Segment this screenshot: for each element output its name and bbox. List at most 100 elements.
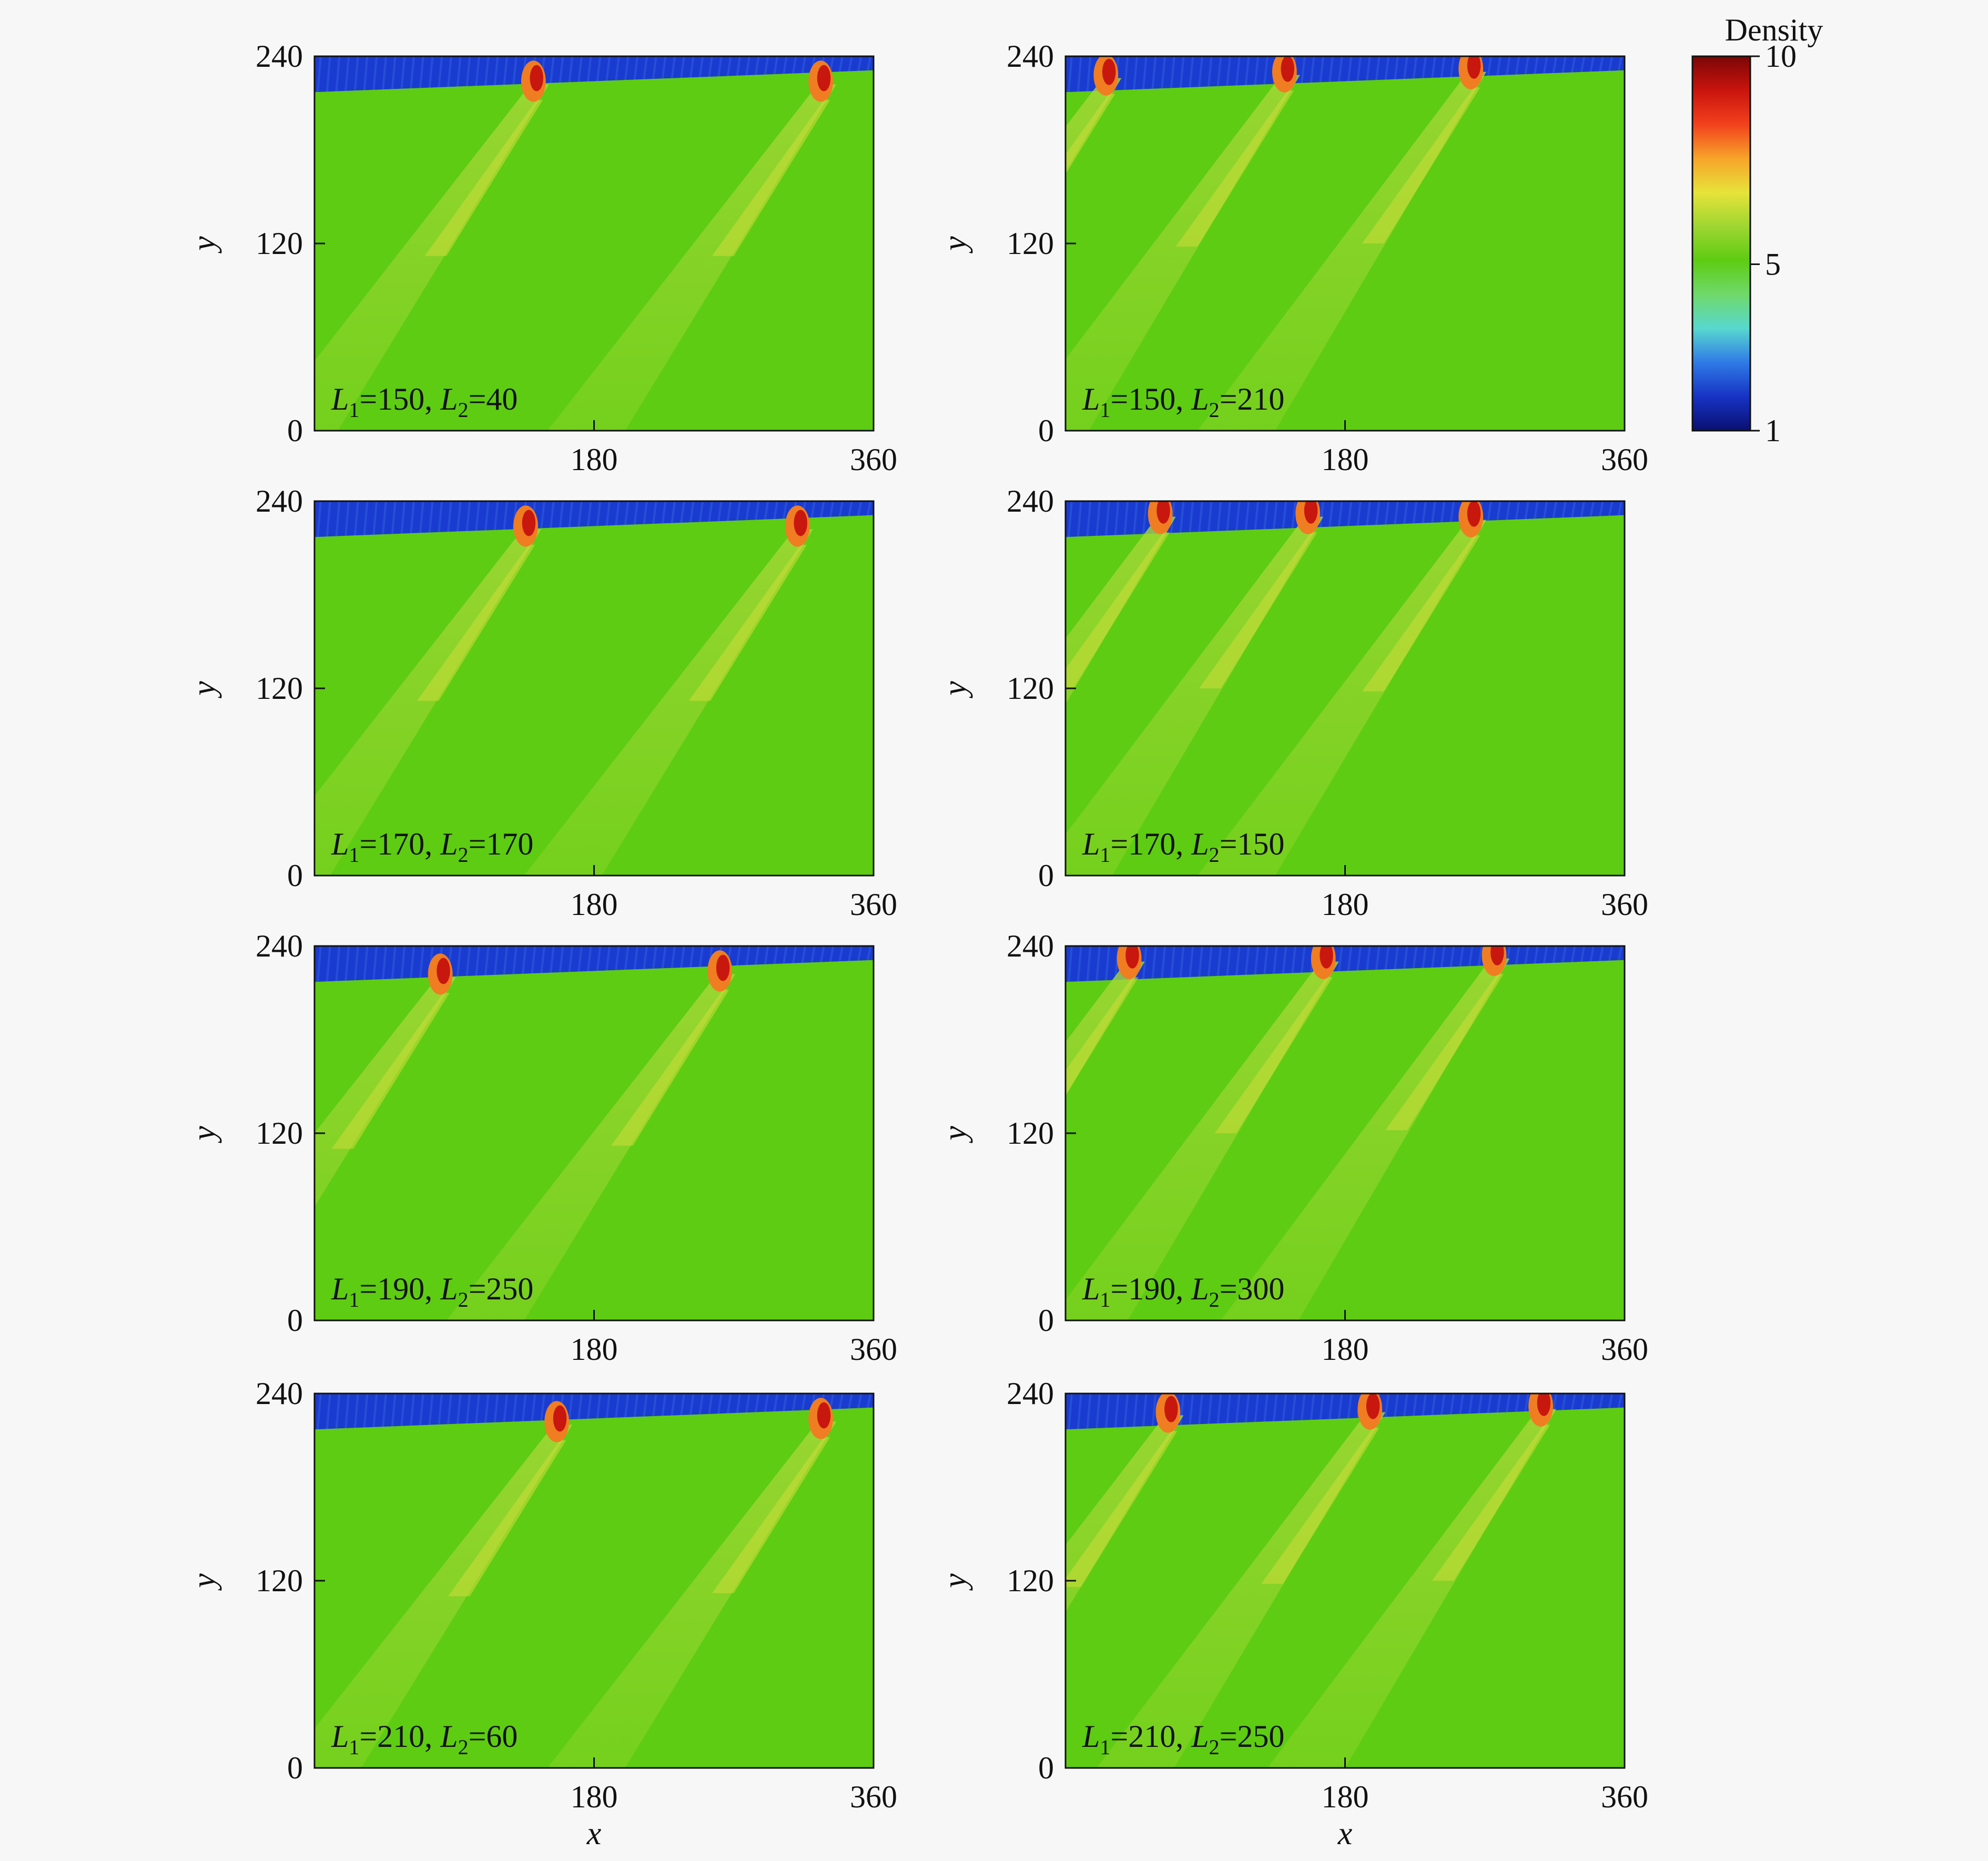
band-stripe xyxy=(838,56,844,74)
colorbar-scale xyxy=(1691,55,1751,432)
band-stripe xyxy=(801,1394,807,1412)
band-stripe xyxy=(316,1394,322,1431)
band-stripe xyxy=(316,501,322,538)
band-stripe xyxy=(326,501,331,538)
band-stripe xyxy=(493,946,499,977)
density-ridge xyxy=(1066,516,1176,704)
band-stripe xyxy=(1412,56,1418,80)
band-stripe xyxy=(1477,1394,1483,1415)
density-ridge-core xyxy=(331,993,450,1149)
density-peak-core xyxy=(553,1405,567,1432)
band-stripe xyxy=(1384,1394,1390,1419)
y-tick-label: 0 xyxy=(287,858,303,893)
panel-parameter-label: L1=190, L2=300 xyxy=(1082,1272,1284,1311)
band-stripe xyxy=(503,946,509,977)
density-ridge xyxy=(315,1425,573,1768)
band-stripe xyxy=(1179,946,1185,979)
density-peak-core xyxy=(522,510,536,536)
band-stripe xyxy=(1328,1394,1334,1421)
band-stripe xyxy=(1226,56,1231,88)
band-stripe xyxy=(438,1394,443,1426)
band-stripe xyxy=(596,56,602,83)
band-stripe xyxy=(363,1394,369,1429)
band-stripe xyxy=(456,946,462,978)
band-stripe xyxy=(661,501,667,525)
band-stripe xyxy=(698,56,704,79)
density-panel: 0 120 240 180 360 y L1=190, L2=250 xyxy=(186,929,897,1367)
band-stripe xyxy=(1170,946,1175,980)
heatmap-field xyxy=(315,56,874,431)
band-stripe xyxy=(661,946,667,970)
density-peak-core xyxy=(1304,501,1318,524)
y-axis-label: y xyxy=(937,1126,973,1144)
band-stripe xyxy=(1207,1394,1213,1426)
panels-grid: 0 120 240 180 360 y L1=150, L2=40 0 120 240 180 360… xyxy=(186,39,1648,1852)
band-stripe xyxy=(1375,56,1381,82)
band-stripe xyxy=(465,501,471,533)
band-stripe xyxy=(708,56,713,78)
band-stripe xyxy=(484,56,490,87)
band-stripe xyxy=(1365,56,1371,82)
band-stripe xyxy=(428,56,434,89)
band-stripe xyxy=(512,56,518,86)
band-stripe xyxy=(475,946,480,978)
band-stripe xyxy=(1319,56,1325,84)
density-ridge-core xyxy=(1066,1431,1178,1587)
band-stripe xyxy=(540,946,545,975)
band-stripe xyxy=(465,1394,471,1425)
density-ridge-core xyxy=(424,100,543,256)
y-tick-label: 0 xyxy=(287,1303,303,1338)
band-stripe xyxy=(661,1394,667,1418)
band-stripe xyxy=(381,56,387,91)
band-stripe xyxy=(353,1394,359,1430)
band-stripe xyxy=(363,946,369,982)
band-edge xyxy=(315,960,874,985)
band-stripe xyxy=(633,1394,639,1419)
band-stripe xyxy=(1161,56,1166,90)
band-stripe xyxy=(1244,1394,1250,1424)
band-stripe xyxy=(1365,946,1371,972)
band-stripe xyxy=(1598,56,1604,73)
band-stripe xyxy=(698,501,704,524)
band-stripe xyxy=(1580,56,1586,74)
band-stripe xyxy=(549,501,555,530)
band-stripe xyxy=(419,946,424,980)
band-stripe xyxy=(764,946,769,966)
density-ridge-core xyxy=(1385,974,1504,1131)
band-stripe xyxy=(456,1394,462,1426)
band-stripe xyxy=(847,56,853,73)
density-ridge-core xyxy=(1362,87,1480,244)
band-stripe xyxy=(1589,946,1595,963)
heatmap-field xyxy=(315,1394,874,1768)
band-stripe xyxy=(1272,1394,1278,1423)
band-stripe xyxy=(438,56,443,89)
density-ridge-core xyxy=(1066,977,1139,1096)
band-stripe xyxy=(372,501,378,536)
band-stripe xyxy=(624,1394,630,1419)
band-stripe xyxy=(810,501,816,520)
heatmap-field xyxy=(1066,56,1625,431)
band-stripe xyxy=(708,501,713,523)
band-stripe xyxy=(1254,501,1260,532)
x-tick-label: 180 xyxy=(571,442,618,477)
band-stripe xyxy=(819,946,825,964)
density-ridge-core xyxy=(1261,1428,1380,1584)
band-stripe xyxy=(1282,946,1287,975)
band-stripe xyxy=(1384,946,1390,971)
band-stripe xyxy=(344,946,350,982)
band-stripe xyxy=(316,56,322,94)
low-density-band xyxy=(315,56,874,94)
band-stripe xyxy=(1337,56,1343,83)
band-stripe xyxy=(410,946,415,980)
band-stripe xyxy=(1468,1394,1474,1416)
band-stripe xyxy=(671,501,676,525)
band-stripe xyxy=(614,501,620,527)
band-stripe xyxy=(586,501,592,528)
band-stripe xyxy=(1282,1394,1287,1423)
y-tick-label: 240 xyxy=(256,484,303,518)
band-stripe xyxy=(661,56,667,80)
band-stripe xyxy=(577,501,583,528)
band-stripe xyxy=(1086,1394,1092,1430)
y-axis-label: y xyxy=(186,681,222,699)
band-stripe xyxy=(1589,501,1595,518)
